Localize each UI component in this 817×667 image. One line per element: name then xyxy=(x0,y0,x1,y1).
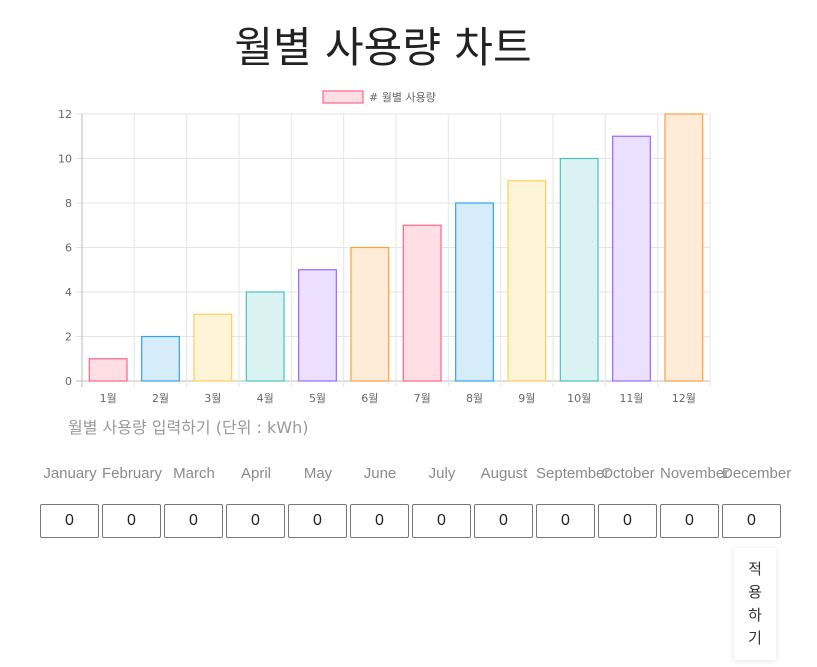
month-input-march[interactable] xyxy=(164,504,223,538)
y-tick-label: 10 xyxy=(58,153,72,166)
bar-12월 xyxy=(664,113,704,382)
month-label: March xyxy=(173,465,215,482)
month-input-january[interactable] xyxy=(40,504,99,538)
month-label: June xyxy=(363,465,397,482)
month-label: October xyxy=(601,465,655,482)
x-tick-label: 4월 xyxy=(257,392,274,405)
y-tick-label: 0 xyxy=(65,375,72,388)
month-label: February xyxy=(102,465,163,482)
month-input-october[interactable] xyxy=(598,504,657,538)
month-input-december[interactable] xyxy=(722,504,781,538)
month-label: July xyxy=(428,465,456,482)
bar-4월 xyxy=(245,291,285,382)
bar-1월 xyxy=(88,358,128,382)
month-input-july[interactable] xyxy=(412,504,471,538)
bar-chart: 0 2 4 6 8 10 12 1월 2월 3월 4월 5월 6월 7월 8월 9월 10월 11월 12월 # 월별… xyxy=(58,90,711,405)
month-field-december: December xyxy=(722,460,792,538)
month-field-january: January xyxy=(40,460,100,538)
bar-9월 xyxy=(507,180,547,382)
x-tick-label: 5월 xyxy=(309,392,326,405)
bar-7월 xyxy=(402,224,442,382)
bar-8월 xyxy=(455,202,494,382)
x-tick-label: 1월 xyxy=(100,392,117,405)
y-tick-label: 8 xyxy=(65,197,72,210)
x-tick-label: 2월 xyxy=(152,392,169,405)
bar-3월 xyxy=(193,313,233,382)
month-field-june: June xyxy=(350,460,410,538)
month-field-may: May xyxy=(288,460,348,538)
month-input-february[interactable] xyxy=(102,504,161,538)
input-section-heading: 월별 사용량 입력하기 (단위 : kWh) xyxy=(68,418,309,437)
legend-swatch xyxy=(322,90,364,104)
month-input-may[interactable] xyxy=(288,504,347,538)
bar-2월 xyxy=(141,335,180,382)
month-label: April xyxy=(240,465,271,482)
y-tick-label: 6 xyxy=(65,242,72,255)
month-field-november: November xyxy=(660,460,730,538)
month-input-april[interactable] xyxy=(226,504,285,538)
bar-10월 xyxy=(559,157,599,382)
month-label: September xyxy=(536,465,610,482)
month-label: January xyxy=(43,465,97,482)
bar-5월 xyxy=(298,269,337,382)
y-tick-label: 4 xyxy=(65,286,72,299)
x-tick-label: 7월 xyxy=(414,392,431,405)
month-field-march: March xyxy=(164,460,224,538)
x-tick-label: 8월 xyxy=(466,392,483,405)
month-field-august: August xyxy=(474,460,534,538)
x-tick-label: 11월 xyxy=(619,392,643,405)
x-tick-label: 10월 xyxy=(567,392,591,405)
month-input-june[interactable] xyxy=(350,504,409,538)
month-label: May xyxy=(303,465,333,482)
x-tick-label: 3월 xyxy=(204,392,221,405)
month-field-april: April xyxy=(226,460,286,538)
month-label: August xyxy=(480,465,528,482)
y-tick-label: 12 xyxy=(58,108,72,121)
bar-11월 xyxy=(612,135,651,382)
month-field-october: October xyxy=(598,460,658,538)
month-field-february: February xyxy=(102,460,162,538)
month-input-november[interactable] xyxy=(660,504,719,538)
month-field-july: July xyxy=(412,460,472,538)
bar-6월 xyxy=(350,246,390,382)
y-tick-label: 2 xyxy=(65,331,72,344)
x-tick-label: 9월 xyxy=(518,392,535,405)
month-field-september: September xyxy=(536,460,610,538)
month-input-august[interactable] xyxy=(474,504,533,538)
x-tick-label: 6월 xyxy=(361,392,378,405)
month-label: November xyxy=(660,465,730,482)
month-input-september[interactable] xyxy=(536,504,595,538)
month-label: December xyxy=(722,465,792,482)
legend-label: # 월별 사용량 xyxy=(369,91,436,104)
apply-button[interactable]: 적용하기 xyxy=(734,548,776,660)
page-title: 월별 사용량 차트 xyxy=(234,23,532,72)
x-tick-label: 12월 xyxy=(672,392,696,405)
